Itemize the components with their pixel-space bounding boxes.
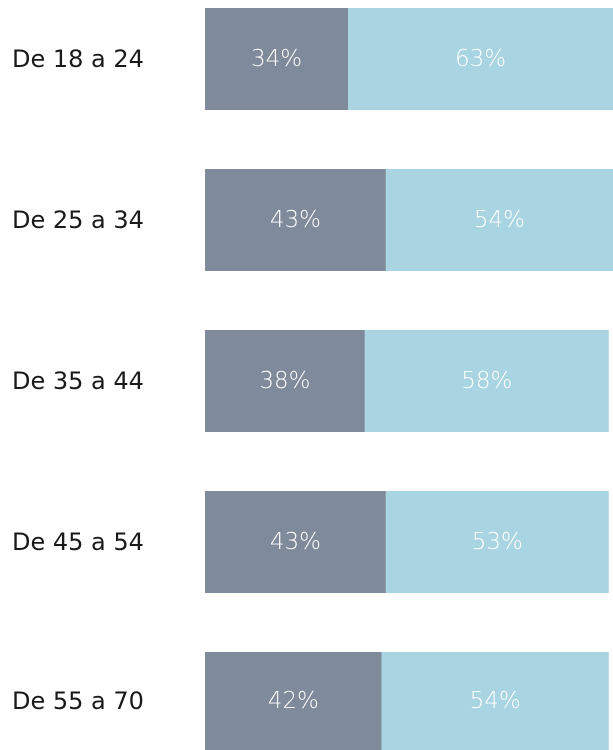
bar-segment xyxy=(205,330,365,432)
value-label: 54% xyxy=(470,688,521,714)
value-label: 63% xyxy=(455,46,506,72)
value-label: 43% xyxy=(270,207,321,233)
bar-segment xyxy=(385,491,609,593)
category-label: De 35 a 44 xyxy=(12,367,144,395)
category-label: De 55 a 70 xyxy=(12,687,144,715)
bar-segment xyxy=(348,8,613,110)
bar-segment xyxy=(205,169,386,271)
bar-segment xyxy=(205,8,349,110)
category-label: De 45 a 54 xyxy=(12,528,144,556)
value-label: 43% xyxy=(270,529,321,555)
value-label: 42% xyxy=(268,688,319,714)
value-label: 53% xyxy=(472,529,523,555)
value-label: 34% xyxy=(251,46,302,72)
category-label: De 18 a 24 xyxy=(12,45,144,73)
value-label: 58% xyxy=(461,368,512,394)
bar-segment xyxy=(364,330,609,432)
bar-segment xyxy=(381,652,609,750)
value-label: 54% xyxy=(474,207,525,233)
bar-segment xyxy=(205,652,382,750)
bar-segment xyxy=(205,491,386,593)
category-label: De 25 a 34 xyxy=(12,206,144,234)
value-label: 38% xyxy=(259,368,310,394)
bar-segment xyxy=(385,169,613,271)
